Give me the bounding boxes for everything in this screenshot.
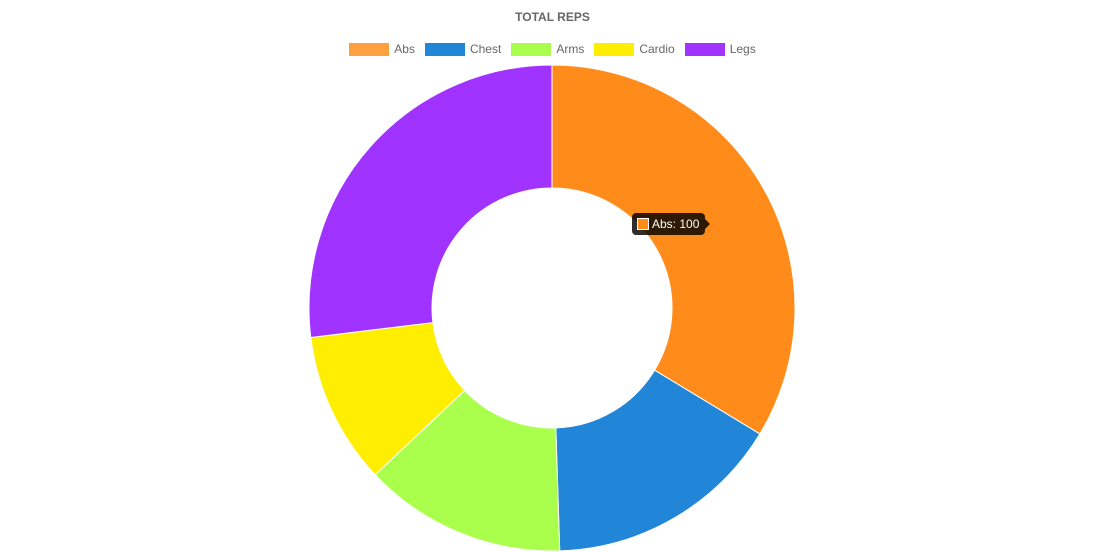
tooltip: Abs: 100 — [632, 213, 711, 235]
legend-item-arms[interactable]: Arms — [511, 42, 584, 56]
tooltip-text: Abs: 100 — [652, 217, 700, 231]
legend-swatch — [594, 42, 635, 56]
legend-label: Cardio — [639, 42, 675, 56]
legend-label: Legs — [729, 42, 756, 56]
legend-swatch — [684, 42, 725, 56]
legend-item-chest[interactable]: Chest — [424, 42, 502, 56]
legend-swatch — [349, 42, 390, 56]
legend-item-cardio[interactable]: Cardio — [594, 42, 675, 56]
chart-title: TOTAL REPS — [515, 10, 590, 24]
legend-item-abs[interactable]: Abs — [349, 42, 415, 56]
legend-label: Chest — [469, 42, 502, 56]
legend: Abs Chest Arms Cardio Legs — [0, 42, 1105, 56]
slice-legs[interactable] — [308, 64, 553, 339]
tooltip-swatch — [637, 218, 649, 230]
legend-item-legs[interactable]: Legs — [684, 42, 756, 56]
legend-swatch — [424, 42, 465, 56]
slice-chest[interactable] — [555, 369, 761, 552]
slice-abs[interactable] — [551, 64, 796, 435]
legend-swatch — [511, 42, 552, 56]
legend-label: Arms — [556, 42, 585, 56]
legend-label: Abs — [394, 42, 415, 56]
